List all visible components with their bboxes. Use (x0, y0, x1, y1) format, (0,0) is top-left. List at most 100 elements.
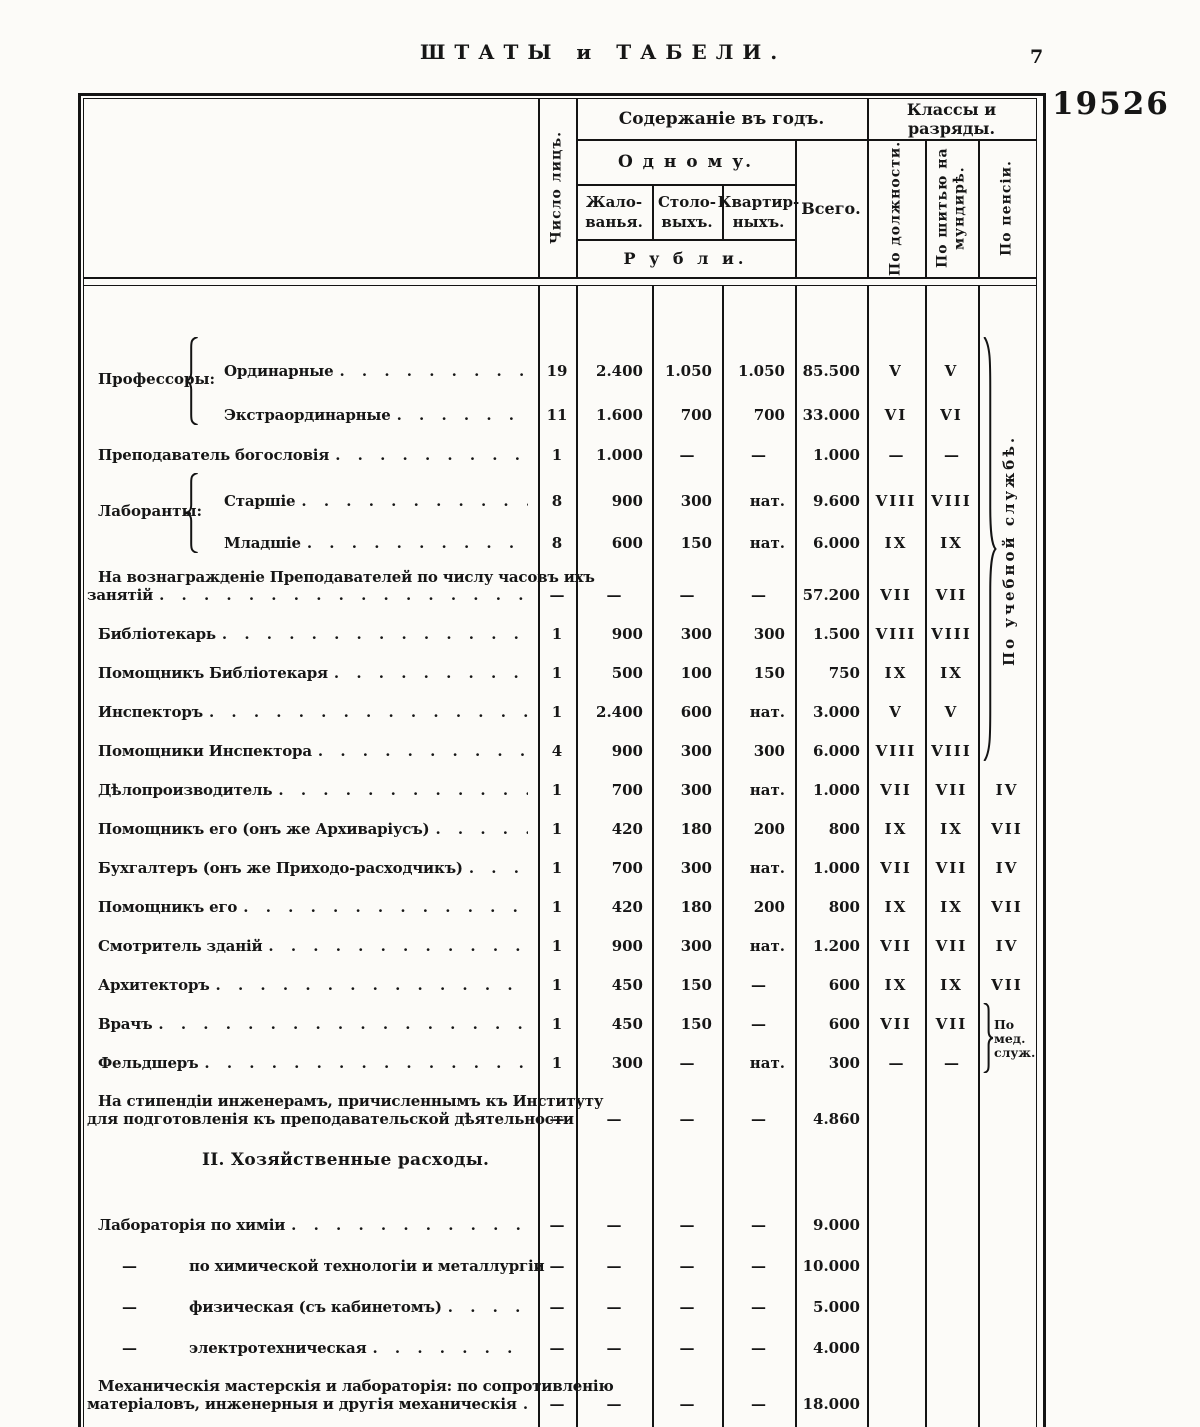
cell-class-uniform: IX (940, 534, 963, 552)
table-row: Дѣлопроизводитель 1 700 300 нат. 1.000 VII VII I… (84, 766, 1036, 805)
row-label-line: занятій (84, 586, 530, 604)
cell-board-money: 300 (680, 859, 712, 877)
cell-persons: 1 (551, 937, 563, 955)
cell-salary: — (606, 586, 622, 604)
row-label: Помощники Инспектора (84, 742, 538, 760)
cell-lodging-money: нат. (749, 859, 785, 877)
cell-total: 800 (828, 820, 860, 838)
row-label: Помощникъ его (онъ же Архиваріусъ) (84, 820, 538, 838)
leader-dots (334, 664, 528, 682)
column-header-lodging-line: Квартир- (717, 192, 800, 211)
leader-dots (301, 492, 528, 510)
row-label-text: Младшіе (224, 534, 301, 552)
leader-dots (209, 703, 528, 721)
cell-persons: 1 (551, 1054, 563, 1072)
table-row: На стипендіи инженерамъ, причисленнымъ к… (84, 1078, 1036, 1134)
row-label: Лабораторія по химіи (84, 1216, 538, 1234)
table-row: Кабинетъ и лабораторія по строительному … (84, 1419, 1036, 1427)
cell-class-position: VIII (875, 625, 917, 643)
row-label: Помощникъ Библіотекаря (84, 664, 538, 682)
row-label: Фельдшеръ (84, 1054, 538, 1072)
row-label-text: Помощникъ его (онъ же Архиваріусъ) (98, 820, 430, 838)
cell-salary: 600 (611, 534, 643, 552)
row-label-text: Помощникъ Библіотекаря (98, 664, 328, 682)
row-label-text: Преподаватель богословія (98, 446, 330, 464)
row-label-line: Помощникъ Библіотекаря (84, 664, 530, 682)
column-header-board-line: Столо- (657, 192, 717, 211)
row-label: Помощникъ его (84, 898, 538, 916)
leader-dots (204, 1054, 528, 1072)
cell-salary: — (606, 1339, 622, 1357)
leader-dots (159, 586, 528, 604)
row-label-text: занятій (87, 586, 154, 604)
table-row: Помощникъ его 1 420 180 200 800 IX IX VII (84, 883, 1036, 922)
cell-class-position: VII (880, 586, 912, 604)
table-row: Бухгалтеръ (онъ же Приходо-расходчикъ) 1 7… (84, 844, 1036, 883)
row-label: Младшіе (84, 534, 538, 552)
cell-salary: 450 (611, 976, 643, 994)
cell-board-money: 180 (680, 898, 712, 916)
cell-board-money: 150 (680, 534, 712, 552)
divider (652, 184, 654, 239)
row-label-text: Дѣлопроизводитель (98, 781, 273, 799)
column-header-persons: Число лицъ. (548, 131, 565, 245)
row-label-line: электротехническая (84, 1339, 530, 1357)
row-label-line: Ординарные (84, 362, 530, 380)
divider (978, 139, 980, 277)
cell-lodging-money: нат. (749, 1054, 785, 1072)
cell-total: 800 (828, 898, 860, 916)
cell-class-uniform: VII (935, 859, 968, 877)
cell-class-position: VIII (875, 742, 917, 760)
cell-board-money: 300 (680, 937, 712, 955)
cell-board-money: — (679, 1257, 695, 1275)
row-label-line: На стипендіи инженерамъ, причисленнымъ к… (84, 1092, 603, 1110)
row-label-line: Помощники Инспектора (84, 742, 530, 760)
cell-persons: 1 (551, 625, 563, 643)
cell-lodging-money: нат. (749, 534, 785, 552)
cell-pension: IV (995, 781, 1019, 799)
leader-dots (335, 446, 528, 464)
cell-salary: 1.600 (596, 406, 643, 424)
row-label-line: Врачъ (84, 1015, 530, 1033)
cell-salary: — (606, 1216, 622, 1234)
cell-board-money: 300 (680, 742, 712, 760)
cell-total: 600 (828, 976, 860, 994)
table-header: Число лицъ. Содержаніе въ годъ. Классы и… (84, 99, 1036, 277)
row-label-line: Инспекторъ (84, 703, 530, 721)
cell-class-uniform: V (944, 362, 959, 380)
cell-class-uniform: V (944, 703, 959, 721)
cell-class-uniform: — (944, 1054, 959, 1072)
cell-total: 1.200 (813, 937, 860, 955)
column-divider (576, 286, 578, 1427)
cell-lodging-money: — (751, 976, 766, 994)
cell-class-position: — (888, 1054, 904, 1072)
column-group-maintenance: Содержаніе въ годъ. (618, 109, 825, 129)
cell-pension: VII (991, 976, 1023, 994)
cell-total: 600 (828, 1015, 860, 1033)
cell-salary: 420 (611, 820, 643, 838)
staff-table: Число лицъ. Содержаніе въ годъ. Классы и… (78, 93, 1046, 1427)
cell-board-money: — (679, 586, 695, 604)
leader-dots (243, 898, 528, 916)
cell-pension: VII (991, 898, 1023, 916)
row-group-label: Лаборанты: (98, 502, 203, 520)
column-header-lodging-line: ныхъ. (732, 212, 785, 231)
table-row: Младшіе 8 600 150 нат. 6.000 IX IX (84, 516, 1036, 558)
education-service-brace-icon (982, 337, 997, 765)
column-header-by-uniform: По шитью на мундирѣ. (934, 147, 968, 269)
cell-lodging-money: — (751, 586, 766, 604)
table-row: Библіотекарь 1 900 300 300 1.500 VIII VIII (84, 610, 1036, 649)
divider (576, 99, 578, 277)
column-divider (795, 286, 797, 1427)
row-label-text: физическая (съ кабинетомъ) (189, 1298, 442, 1316)
column-divider (867, 286, 869, 1427)
row-label-line: Дѣлопроизводитель (84, 781, 530, 799)
document-number: 19526 (1052, 86, 1170, 122)
cell-total: 1.000 (813, 446, 860, 464)
cell-persons: — (549, 1257, 565, 1275)
row-label: Экстраординарные (84, 406, 538, 424)
column-divider (925, 286, 927, 1427)
row-group-label: Профессоры: (98, 370, 216, 388)
divider (722, 184, 724, 239)
